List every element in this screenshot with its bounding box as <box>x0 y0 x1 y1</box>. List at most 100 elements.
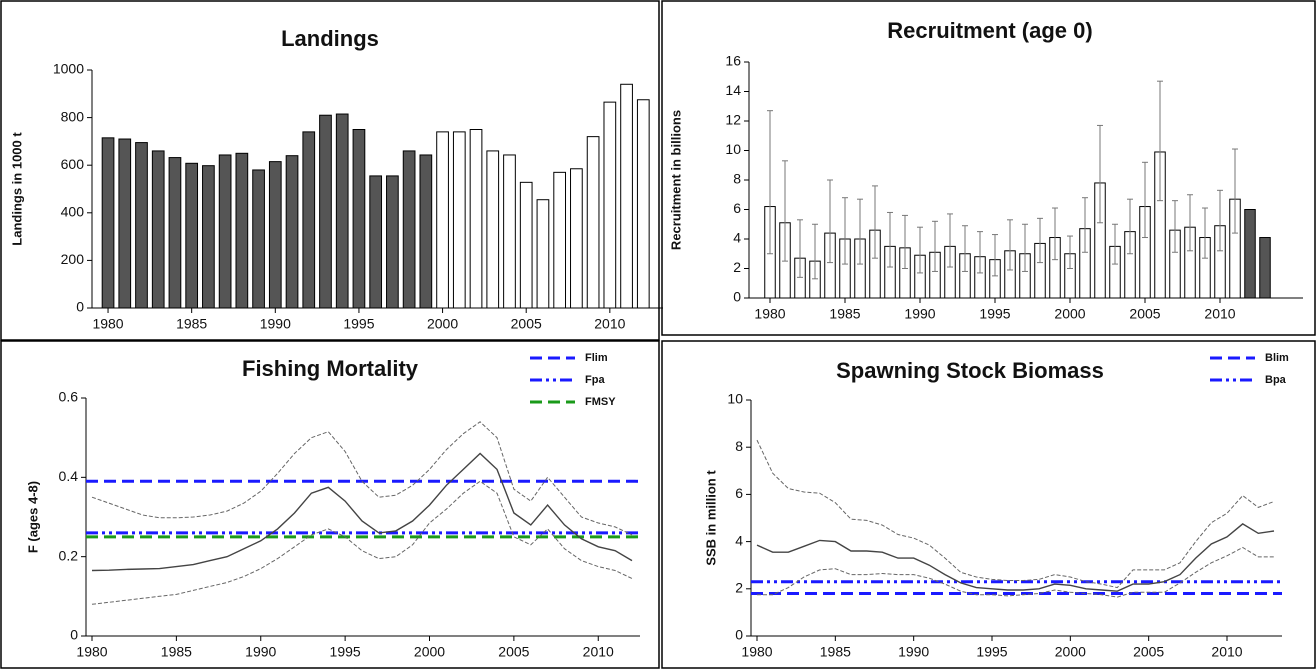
panel: Spawning Stock Biomass SSB in million t 0 2… <box>661 340 1316 669</box>
legend-label: Bpa <box>1265 374 1287 386</box>
bar <box>202 165 215 309</box>
y-tick-label: 0.6 <box>59 389 79 405</box>
x-tick-label: 2005 <box>511 316 542 332</box>
legend-label: Fpa <box>585 374 605 386</box>
panel: Fishing Mortality F (ages 4-8) 0 0.2 0.4 0.6 1… <box>0 340 660 669</box>
y-tick-label: 12 <box>725 112 741 128</box>
y-tick-label: 14 <box>725 82 741 98</box>
y-tick-label: 2 <box>735 580 743 596</box>
bar <box>469 129 483 309</box>
bar <box>436 131 449 309</box>
error-bar <box>932 220 938 272</box>
error-bar <box>1022 223 1028 272</box>
chart-title: Landings <box>281 26 379 51</box>
x-tick-label: 1995 <box>343 316 374 332</box>
x-tick-label: 2005 <box>1133 644 1164 660</box>
y-tick-label: 0 <box>735 627 743 643</box>
bar <box>636 99 650 309</box>
bar <box>419 154 433 309</box>
x-tick-label: 1980 <box>92 316 123 332</box>
y-axis-label: Recruitment in billions <box>668 110 683 250</box>
y-axis-label: Landings in 1000 t <box>9 132 24 246</box>
error-bar <box>812 223 818 280</box>
bar <box>452 131 466 309</box>
panel: Landings Landings in 1000 t 0 200 400 600 800 1… <box>0 0 663 341</box>
y-tick-label: 10 <box>727 391 743 407</box>
x-tick-label: 1995 <box>979 306 1010 322</box>
y-tick-label: 800 <box>61 108 85 124</box>
error-bar <box>1082 197 1088 253</box>
x-tick-label: 2000 <box>414 644 445 660</box>
error-bar <box>1067 235 1073 269</box>
error-bar <box>902 214 908 269</box>
y-tick-label: 8 <box>735 438 743 454</box>
x-tick-label: 1990 <box>260 316 291 332</box>
bar <box>603 101 617 309</box>
error-bar <box>1217 189 1223 252</box>
y-tick-label: 10 <box>725 141 741 157</box>
y-tick-label: 1000 <box>53 61 84 77</box>
bar <box>118 138 132 309</box>
x-tick-label: 2010 <box>583 644 614 660</box>
x-tick-label: 2000 <box>1055 644 1086 660</box>
series-line <box>91 480 633 605</box>
error-bar <box>857 198 863 265</box>
y-tick-label: 4 <box>735 532 743 548</box>
y-tick-label: 4 <box>733 230 741 246</box>
error-bar <box>767 110 773 255</box>
x-tick-label: 2010 <box>594 316 625 332</box>
y-tick-label: 8 <box>733 171 741 187</box>
y-tick-label: 0.4 <box>59 468 79 484</box>
y-tick-label: 6 <box>735 485 743 501</box>
x-tick-label: 1980 <box>741 644 772 660</box>
chart-title: Recruitment (age 0) <box>887 18 1092 43</box>
series-line <box>91 421 633 536</box>
x-tick-label: 1990 <box>904 306 935 322</box>
x-tick-label: 1980 <box>754 306 785 322</box>
chart-title: Spawning Stock Biomass <box>836 358 1104 383</box>
error-bar <box>1142 161 1148 239</box>
error-bar <box>962 225 968 272</box>
error-bar <box>1037 217 1043 264</box>
bar <box>268 161 282 309</box>
y-tick-label: 0 <box>70 627 78 643</box>
bar <box>1259 237 1271 299</box>
bar <box>486 150 500 309</box>
bar <box>185 162 199 309</box>
error-bar <box>917 226 923 274</box>
y-tick-label: 400 <box>61 204 85 220</box>
y-axis-label: F (ages 4-8) <box>25 481 40 553</box>
error-bar <box>992 234 998 277</box>
bar <box>352 129 366 309</box>
bar <box>302 131 316 309</box>
x-tick-label: 1995 <box>330 644 361 660</box>
x-tick-label: 2010 <box>1211 644 1242 660</box>
y-axis-label: SSB in million t <box>703 470 718 566</box>
x-tick-label: 1990 <box>898 644 929 660</box>
legend-label: Blim <box>1265 352 1289 364</box>
error-bar <box>797 219 803 278</box>
bar <box>319 114 332 309</box>
error-bar <box>1187 194 1193 252</box>
bar <box>335 113 349 309</box>
y-tick-label: 200 <box>61 251 85 267</box>
error-bar <box>1097 124 1103 224</box>
error-bar <box>977 231 983 274</box>
bar <box>252 169 265 309</box>
error-bar <box>1112 223 1118 265</box>
x-tick-label: 2005 <box>498 644 529 660</box>
chart-title: Fishing Mortality <box>242 356 419 381</box>
x-tick-label: 1985 <box>161 644 192 660</box>
error-bar <box>1052 207 1058 261</box>
series-line <box>757 546 1274 598</box>
error-bar <box>782 160 788 262</box>
bar <box>218 154 232 309</box>
x-tick-label: 2000 <box>1054 306 1085 322</box>
legend-label: FMSY <box>585 396 616 408</box>
series-line <box>756 439 1275 589</box>
bar <box>386 175 399 309</box>
bar <box>553 171 567 309</box>
x-tick-label: 1990 <box>245 644 276 660</box>
legend-label: Flim <box>585 352 608 364</box>
